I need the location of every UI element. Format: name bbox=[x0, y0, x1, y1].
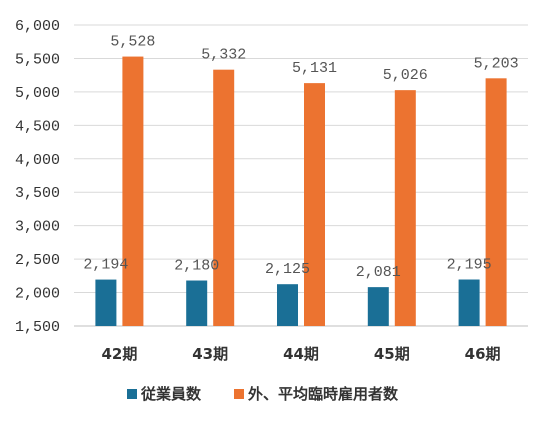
x-category-label: 45期 bbox=[374, 345, 410, 363]
data-label: 2,195 bbox=[447, 257, 492, 274]
data-label: 2,180 bbox=[174, 258, 219, 275]
y-tick-label: 4,500 bbox=[15, 118, 60, 135]
bar-employees-4 bbox=[458, 279, 480, 326]
bar-employees-1 bbox=[186, 280, 208, 326]
gridlines bbox=[74, 24, 528, 327]
y-tick-label: 3,500 bbox=[15, 185, 60, 202]
y-tick-label: 5,500 bbox=[15, 51, 60, 68]
x-category-label: 44期 bbox=[283, 345, 319, 363]
y-tick-label: 4,000 bbox=[15, 152, 60, 169]
x-axis-category-labels: 42期 43期 44期 45期 46期 bbox=[101, 345, 500, 363]
legend-label: 従業員数 bbox=[140, 385, 202, 403]
x-category-label: 42期 bbox=[101, 345, 137, 363]
data-label: 2,194 bbox=[83, 257, 128, 274]
data-label: 5,026 bbox=[383, 67, 428, 84]
data-label: 5,332 bbox=[201, 47, 246, 64]
legend-swatch bbox=[234, 389, 244, 399]
bar-employees-0 bbox=[95, 279, 117, 326]
data-labels: 2,194 5,528 2,180 5,332 2,125 5,131 2,081 5,026… bbox=[83, 34, 518, 282]
data-label: 2,081 bbox=[356, 264, 401, 281]
x-category-label: 46期 bbox=[465, 345, 501, 363]
bar-temporary-0 bbox=[122, 56, 144, 326]
y-tick-label: 5,000 bbox=[15, 85, 60, 102]
y-tick-label: 6,000 bbox=[15, 18, 60, 35]
legend: 従業員数 外、平均臨時雇用者数 bbox=[127, 385, 399, 403]
y-axis-tick-labels: 1,500 2,000 2,500 3,000 3,500 4,000 4,500 5,000… bbox=[15, 18, 60, 336]
data-label: 2,125 bbox=[265, 261, 310, 278]
bar-employees-3 bbox=[367, 287, 389, 326]
bar-temporary-3 bbox=[394, 90, 416, 326]
y-tick-label: 1,500 bbox=[15, 319, 60, 336]
bar-employees-2 bbox=[277, 284, 298, 326]
bars bbox=[95, 56, 507, 327]
bar-temporary-4 bbox=[485, 78, 507, 326]
y-tick-label: 3,000 bbox=[15, 219, 60, 236]
data-label: 5,203 bbox=[474, 55, 519, 72]
data-label: 5,528 bbox=[110, 34, 155, 51]
x-category-label: 43期 bbox=[192, 345, 228, 363]
legend-swatch bbox=[127, 389, 137, 399]
data-label: 5,131 bbox=[292, 60, 337, 77]
y-tick-label: 2,500 bbox=[15, 252, 60, 269]
y-tick-label: 2,000 bbox=[15, 286, 60, 303]
legend-label: 外、平均臨時雇用者数 bbox=[247, 385, 399, 403]
bar-temporary-2 bbox=[304, 83, 325, 327]
bar-temporary-1 bbox=[213, 69, 235, 327]
